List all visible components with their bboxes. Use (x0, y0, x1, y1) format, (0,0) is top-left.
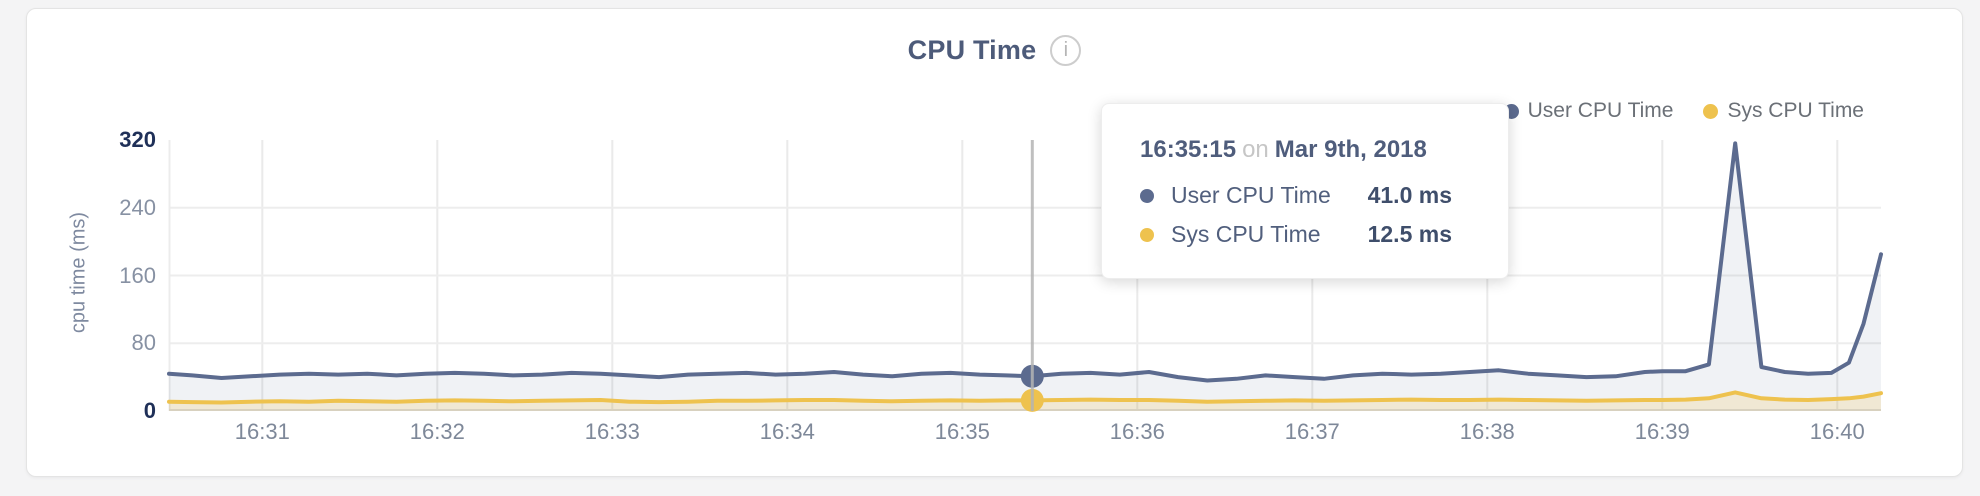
y-tick-label: 160 (119, 262, 156, 288)
x-tick-label: 16:39 (1634, 419, 1690, 444)
tooltip-row-sys: Sys CPU Time 12.5 ms (1140, 221, 1452, 248)
tooltip-series-value: 12.5 ms (1367, 221, 1452, 247)
x-tick-label: 16:37 (1284, 419, 1340, 444)
sys-line (167, 390, 1883, 405)
user-area (169, 143, 1881, 411)
x-tick-label: 16:31 (234, 419, 290, 444)
x-axis-labels: 16:31 16:32 16:33 16:34 16:35 16:36 16:37 16:38… (27, 419, 1962, 451)
tooltip-series-label: User CPU Time (1171, 182, 1331, 208)
x-tick-label: 16:38 (1459, 419, 1515, 444)
legend-label: User CPU Time (1527, 99, 1674, 122)
y-tick-label: 240 (119, 194, 156, 220)
chart-header: CPU Time i (27, 35, 1962, 66)
crosshair (1020, 140, 1044, 412)
tooltip-datetime: 16:35:15 on Mar 9th, 2018 (1140, 136, 1452, 164)
chart-title: CPU Time (907, 35, 1037, 65)
legend-item-sys-cpu-time[interactable]: Sys CPU Time (1703, 99, 1864, 123)
chart-svg (167, 140, 1883, 412)
chart-plot-area[interactable] (167, 140, 1883, 412)
chart-legend: User CPU Time Sys CPU Time (1503, 99, 1864, 123)
legend-dot-sys-icon (1703, 103, 1719, 119)
x-tick-label: 16:35 (934, 419, 990, 444)
grid-horizontal (168, 140, 1881, 411)
legend-label: Sys CPU Time (1727, 99, 1864, 122)
x-tick-label: 16:33 (584, 419, 640, 444)
y-tick-label: 80 (131, 330, 156, 356)
sys-series-dot-icon (1140, 227, 1154, 242)
y-tick-label: 0 (143, 398, 156, 423)
tooltip-series-label: Sys CPU Time (1171, 221, 1321, 247)
y-tick-label: 320 (119, 127, 156, 152)
info-icon[interactable]: i (1050, 35, 1082, 66)
x-tick-label: 16:36 (1109, 419, 1165, 444)
x-tick-label: 16:34 (759, 419, 815, 444)
legend-item-user-cpu-time[interactable]: User CPU Time (1503, 99, 1674, 123)
tooltip-date: Mar 9th, 2018 (1274, 136, 1427, 163)
tooltip-preposition: on (1242, 136, 1269, 163)
tooltip-time: 16:35:15 (1140, 136, 1237, 163)
tooltip-series-value: 41.0 ms (1367, 182, 1452, 208)
tooltip-row-user: User CPU Time 41.0 ms (1140, 182, 1452, 209)
chart-tooltip: 16:35:15 on Mar 9th, 2018 User CPU Time 41… (1101, 103, 1509, 279)
x-tick-label: 16:40 (1809, 419, 1865, 444)
user-series-dot-icon (1140, 188, 1154, 203)
x-tick-label: 16:32 (409, 419, 465, 444)
cpu-time-chart-card: CPU Time i User CPU Time Sys CPU Time cp… (26, 8, 1963, 477)
user-line (167, 141, 1883, 383)
y-axis-labels: 320 240 160 80 0 (27, 9, 156, 478)
